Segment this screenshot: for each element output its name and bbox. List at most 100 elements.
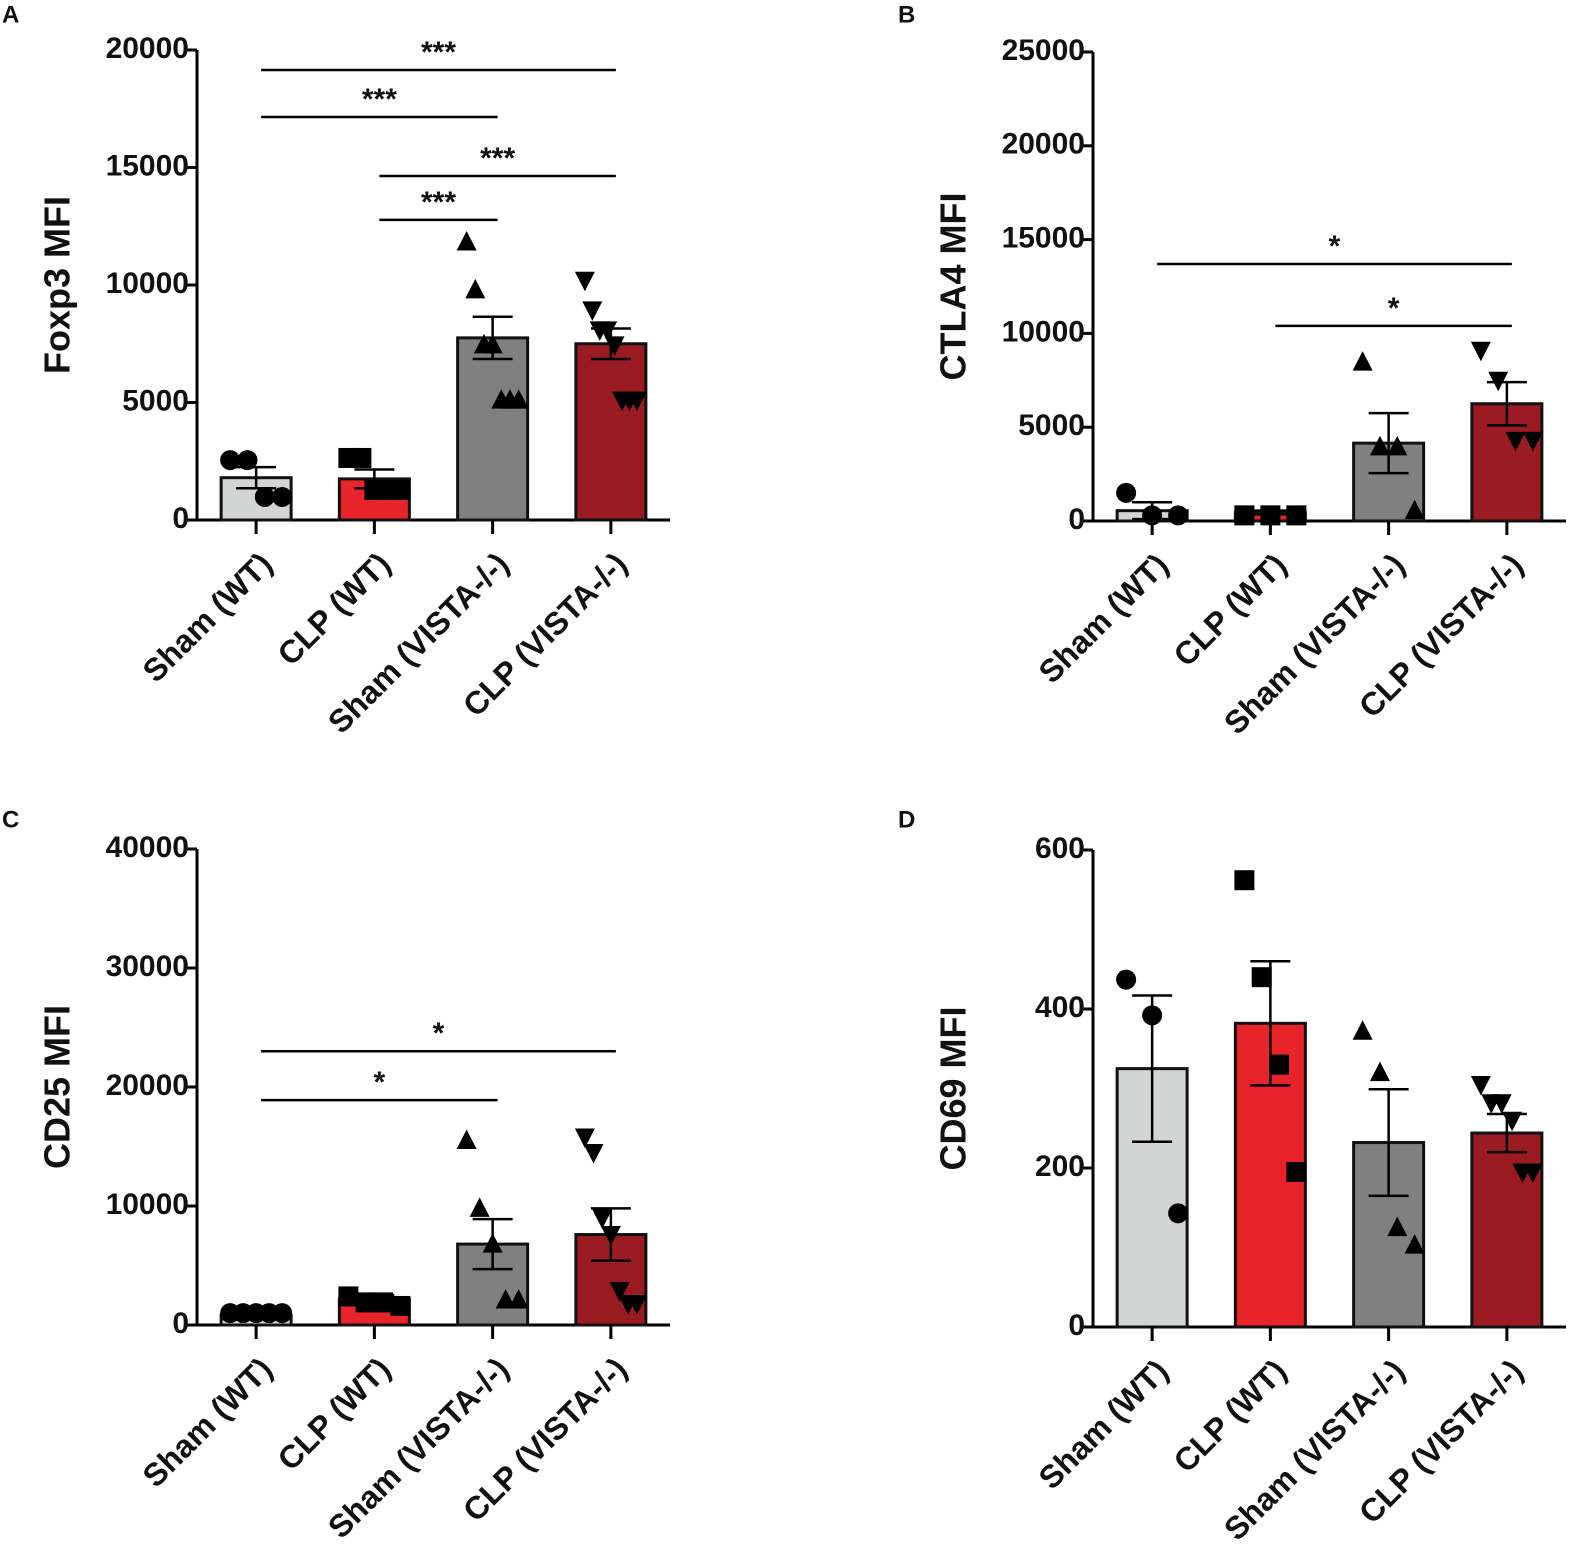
data-point [351,447,372,468]
data-point [1369,1061,1390,1082]
data-point [592,1209,613,1229]
data-point [508,1289,529,1309]
data-point [574,271,595,292]
data-point [1168,1203,1189,1224]
x-tick-label: CLP (WT) [1166,546,1293,673]
y-tick-label: 20000 [106,32,189,65]
data-point [604,336,625,356]
y-tick-label: 10000 [106,267,189,300]
data-point [1142,505,1163,526]
data-point [465,278,486,299]
error-bar [1368,1088,1409,1198]
data-point [1522,431,1543,452]
x-tick-label: CLP (WT) [270,545,397,672]
bar [456,336,530,522]
data-point [1352,351,1373,371]
data-point [1505,431,1526,452]
data-point [1168,505,1189,526]
data-point [1269,1054,1290,1075]
data-point [1404,499,1425,520]
y-tick-label: 20000 [1002,128,1085,161]
x-tick-label: CLP (WT) [270,1350,397,1477]
significance-label: *** [421,36,456,69]
data-point [390,479,411,500]
data-point [1387,435,1408,456]
data-point [338,1286,359,1307]
data-point [597,321,618,341]
data-point [1234,505,1255,526]
data-point [1251,967,1272,988]
y-tick-label: 15000 [1002,222,1085,255]
significance-label: *** [480,142,515,175]
y-tick-label: 30000 [106,950,189,983]
data-point [626,391,647,412]
y-tick-label: 400 [1035,991,1085,1024]
bar [1470,1131,1544,1329]
x-tick-label: Sham (WT) [135,545,279,689]
data-point [373,1292,394,1313]
data-point [1369,435,1390,456]
data-point [582,301,603,321]
bar [574,342,648,522]
y-tick-label: 600 [1035,832,1085,865]
data-point [254,486,275,507]
data-point [609,1281,630,1302]
data-point [574,1128,595,1148]
x-tick-label: Sham (WT) [1031,546,1175,690]
data-point [583,1143,604,1164]
panel-label: C [2,806,19,833]
data-point [1522,1163,1543,1183]
y-tick-label: 20000 [106,1069,189,1102]
significance-label: *** [362,83,397,116]
data-point [495,1289,516,1309]
data-point [1404,1234,1425,1254]
data-point [482,333,503,354]
y-axis-label: Foxp3 MFI [37,196,78,374]
data-point [1286,1161,1307,1182]
data-point [508,389,529,409]
data-point [600,1226,621,1246]
y-axis-label: CD69 MFI [933,1006,974,1170]
data-point [1142,1005,1163,1026]
data-point [1234,870,1255,891]
y-tick-label: 10000 [1002,315,1085,348]
significance-label: * [374,1066,386,1099]
data-point [482,1233,503,1253]
significance-label: * [433,1017,445,1050]
data-point [1260,505,1281,526]
data-point [1502,1111,1523,1132]
data-point [237,450,258,471]
data-point [626,1295,647,1315]
y-axis-label: CTLA4 MFI [933,193,974,381]
y-tick-label: 0 [172,502,189,535]
data-point [1286,505,1307,526]
significance-label: *** [421,186,456,219]
x-tick-label: CLP (WT) [1166,1352,1293,1479]
y-tick-label: 0 [1068,503,1085,536]
data-point [1488,371,1509,392]
data-point [355,1292,376,1313]
y-tick-label: 5000 [1018,409,1085,442]
data-point [1116,482,1137,503]
data-point [390,1295,411,1316]
significance-label: * [1329,230,1341,263]
data-point [1491,1094,1512,1114]
data-point [272,1303,293,1324]
y-tick-label: 25000 [1002,34,1085,67]
data-point [469,1197,490,1217]
y-tick-label: 5000 [122,384,189,417]
data-point [220,450,241,471]
y-tick-label: 0 [1068,1309,1085,1342]
x-tick-label: Sham (WT) [135,1350,279,1494]
data-point [1470,1076,1491,1096]
panel-label: D [898,806,915,833]
y-axis-label: CD25 MFI [37,1005,78,1169]
data-point [1470,341,1491,362]
significance-label: * [1388,292,1400,325]
y-tick-label: 10000 [106,1188,189,1221]
data-point [456,230,477,251]
data-point [456,1129,477,1150]
x-tick-label: Sham (WT) [1031,1352,1175,1496]
y-tick-label: 15000 [106,149,189,182]
